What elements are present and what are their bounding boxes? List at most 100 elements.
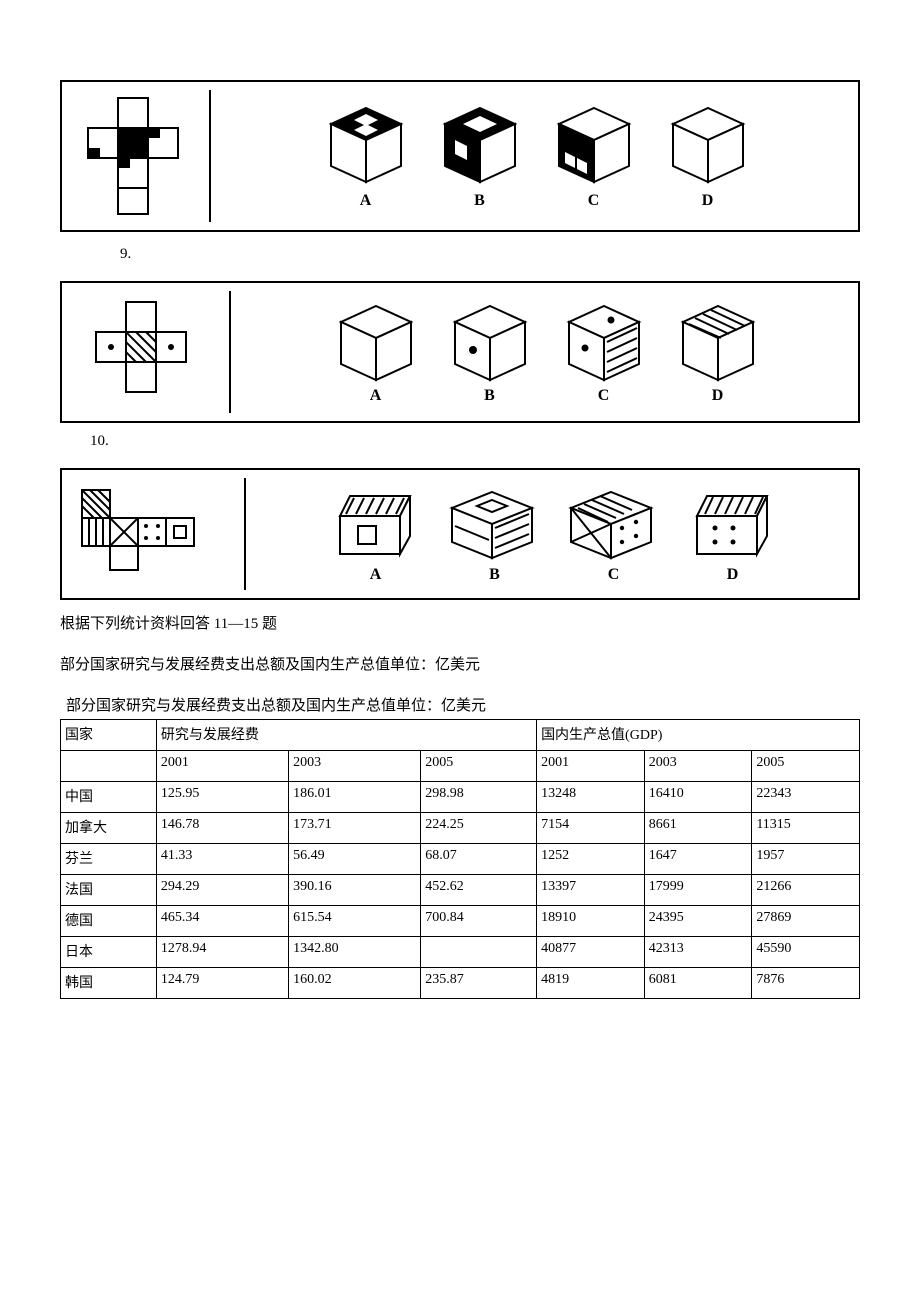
td: 13397 (537, 875, 645, 906)
cube-10c-icon (566, 484, 661, 564)
option-label: D (727, 566, 739, 584)
td: 146.78 (156, 813, 288, 844)
td: 40877 (537, 937, 645, 968)
net-9-icon (76, 297, 211, 407)
td: 615.54 (289, 906, 421, 937)
td (421, 937, 537, 968)
option-label: A (370, 566, 382, 584)
option-label: B (484, 387, 495, 405)
puzzle-10-options: A B (258, 484, 850, 584)
td: 16410 (644, 782, 752, 813)
td: 11315 (752, 813, 860, 844)
question-number-10: 10. (90, 433, 860, 450)
net-8-icon (76, 96, 191, 216)
td: 235.87 (421, 968, 537, 999)
td: 7876 (752, 968, 860, 999)
option-label: B (474, 192, 485, 210)
table-row: 加拿大 146.78 173.71 224.25 7154 8661 11315 (61, 813, 860, 844)
table-row: 日本 1278.94 1342.80 40877 42313 45590 (61, 937, 860, 968)
net-10-icon (76, 484, 226, 584)
th-gdp: 国内生产总值(GDP) (537, 720, 860, 751)
table-header-row-2: 2001 2003 2005 2001 2003 2005 (61, 751, 860, 782)
td: 22343 (752, 782, 860, 813)
td: 6081 (644, 968, 752, 999)
th-blank (61, 751, 157, 782)
table-row: 韩国 124.79 160.02 235.87 4819 6081 7876 (61, 968, 860, 999)
table-row: 法国 294.29 390.16 452.62 13397 17999 2126… (61, 875, 860, 906)
td-country: 芬兰 (61, 844, 157, 875)
td: 42313 (644, 937, 752, 968)
puzzle-9-option-c: C (559, 300, 649, 405)
table-row: 芬兰 41.33 56.49 68.07 1252 1647 1957 (61, 844, 860, 875)
puzzle-10-option-d: D (685, 484, 780, 584)
td: 56.49 (289, 844, 421, 875)
cube-b-icon (435, 102, 525, 190)
puzzle-9-option-a: A (331, 300, 421, 405)
puzzle-8: A B (60, 80, 860, 232)
th-year: 2005 (752, 751, 860, 782)
td: 173.71 (289, 813, 421, 844)
cube-a-icon (321, 102, 411, 190)
cube-c-icon (549, 102, 639, 190)
table-caption: 部分国家研究与发展经费支出总额及国内生产总值单位：亿美元 (60, 653, 860, 674)
td: 24395 (644, 906, 752, 937)
td: 465.34 (156, 906, 288, 937)
td-country: 韩国 (61, 968, 157, 999)
question-number-9: 9. (120, 246, 860, 263)
th-year: 2005 (421, 751, 537, 782)
puzzle-9: A B (60, 281, 860, 423)
td: 27869 (752, 906, 860, 937)
puzzle-10-option-b: B (447, 484, 542, 584)
puzzle-8-option-c: C (549, 102, 639, 210)
table-title: 部分国家研究与发展经费支出总额及国内生产总值单位：亿美元 (66, 694, 860, 715)
cube-d-icon (663, 102, 753, 190)
td: 45590 (752, 937, 860, 968)
td: 1278.94 (156, 937, 288, 968)
td: 21266 (752, 875, 860, 906)
th-year: 2003 (644, 751, 752, 782)
cube-10d-icon (685, 484, 780, 564)
td: 452.62 (421, 875, 537, 906)
puzzle-8-option-b: B (435, 102, 525, 210)
cube-9c-icon (559, 300, 649, 385)
option-label: B (489, 566, 500, 584)
puzzle-9-options: A B (243, 300, 850, 405)
td: 1647 (644, 844, 752, 875)
td: 390.16 (289, 875, 421, 906)
td: 8661 (644, 813, 752, 844)
puzzle-10-option-c: C (566, 484, 661, 584)
puzzle-8-option-a: A (321, 102, 411, 210)
option-label: D (712, 387, 724, 405)
td-country: 法国 (61, 875, 157, 906)
puzzle-8-net (70, 90, 211, 222)
td: 294.29 (156, 875, 288, 906)
option-label: A (370, 387, 382, 405)
puzzle-8-options: A B (223, 102, 850, 210)
td-country: 德国 (61, 906, 157, 937)
puzzle-9-option-d: D (673, 300, 763, 405)
td: 1957 (752, 844, 860, 875)
td: 186.01 (289, 782, 421, 813)
option-label: C (588, 192, 600, 210)
td: 13248 (537, 782, 645, 813)
section-intro: 根据下列统计资料回答 11—15 题 (60, 612, 860, 633)
puzzle-9-net (70, 291, 231, 413)
option-label: C (598, 387, 610, 405)
data-table: 国家 研究与发展经费 国内生产总值(GDP) 2001 2003 2005 20… (60, 719, 860, 999)
td: 298.98 (421, 782, 537, 813)
table-header-row-1: 国家 研究与发展经费 国内生产总值(GDP) (61, 720, 860, 751)
td: 41.33 (156, 844, 288, 875)
td: 160.02 (289, 968, 421, 999)
puzzle-8-option-d: D (663, 102, 753, 210)
puzzle-10-net (70, 478, 246, 590)
th-year: 2001 (156, 751, 288, 782)
td: 7154 (537, 813, 645, 844)
td-country: 日本 (61, 937, 157, 968)
table-row: 德国 465.34 615.54 700.84 18910 24395 2786… (61, 906, 860, 937)
th-year: 2003 (289, 751, 421, 782)
cube-10b-icon (447, 484, 542, 564)
td: 700.84 (421, 906, 537, 937)
cube-9a-icon (331, 300, 421, 385)
td-country: 加拿大 (61, 813, 157, 844)
td-country: 中国 (61, 782, 157, 813)
